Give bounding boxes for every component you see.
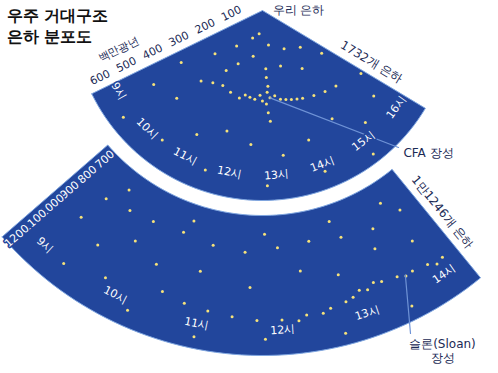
svg-text:1만1246개 은하: 1만1246개 은하 — [409, 173, 477, 252]
svg-text:15시: 15시 — [350, 128, 378, 154]
svg-text:1732개 은하: 1732개 은하 — [338, 38, 406, 86]
svg-text:900: 900 — [57, 178, 82, 202]
svg-text:500: 500 — [114, 54, 139, 75]
svg-text:12시: 12시 — [270, 323, 296, 338]
svg-text:9시: 9시 — [108, 80, 128, 102]
svg-text:1000: 1000 — [37, 191, 67, 220]
svg-text:800: 800 — [75, 163, 99, 187]
svg-text:16시: 16시 — [384, 93, 409, 121]
svg-text:13시: 13시 — [353, 303, 381, 323]
svg-text:14시: 14시 — [308, 154, 336, 175]
svg-text:우리 은하: 우리 은하 — [273, 3, 325, 17]
svg-text:600: 600 — [88, 67, 113, 88]
svg-text:100: 100 — [219, 3, 244, 24]
svg-text:14시: 14시 — [430, 262, 458, 287]
svg-text:10시: 10시 — [101, 283, 129, 306]
svg-text:11시: 11시 — [183, 315, 210, 333]
svg-text:400: 400 — [140, 41, 165, 62]
svg-text:슬론(Sloan)장성: 슬론(Sloan)장성 — [409, 337, 476, 365]
svg-text:700: 700 — [93, 148, 117, 172]
svg-text:1200: 1200 — [2, 222, 32, 250]
svg-text:백만광년: 백만광년 — [96, 34, 141, 65]
svg-text:우주 거대구조은하 분포도: 우주 거대구조은하 분포도 — [7, 6, 109, 46]
svg-text:CFA 장성: CFA 장성 — [403, 146, 453, 160]
svg-text:200: 200 — [193, 16, 218, 37]
svg-text:300: 300 — [167, 29, 192, 50]
svg-text:10시: 10시 — [134, 115, 161, 142]
svg-text:1100: 1100 — [19, 206, 50, 235]
svg-text:11시: 11시 — [171, 145, 199, 168]
svg-text:9시: 9시 — [34, 234, 56, 256]
svg-text:13시: 13시 — [264, 167, 290, 182]
svg-text:12시: 12시 — [216, 163, 243, 181]
